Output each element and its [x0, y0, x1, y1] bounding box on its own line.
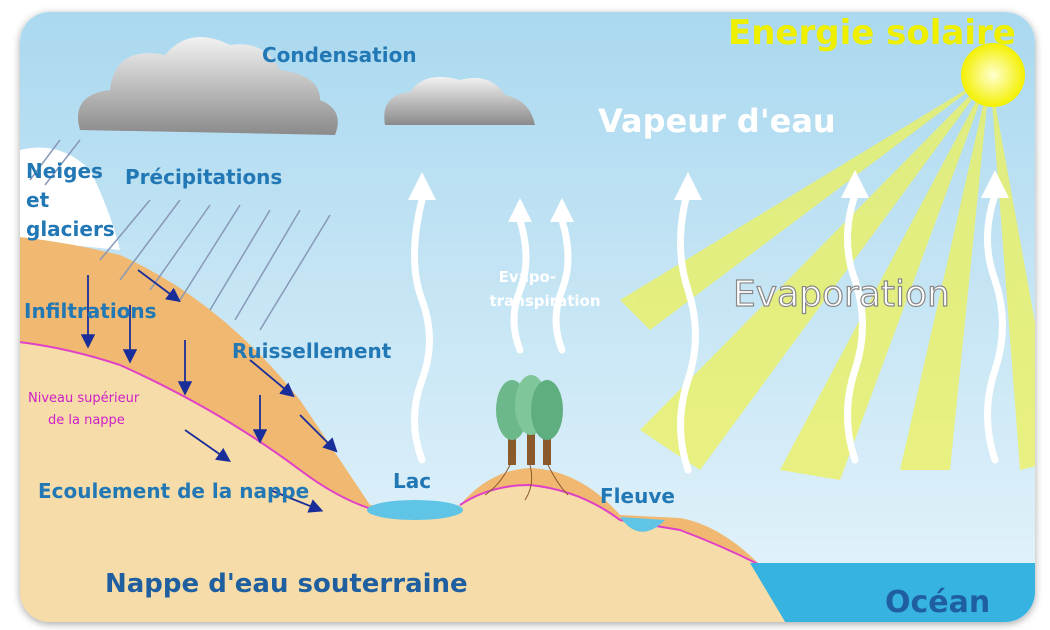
label-groundwater-flow: Ecoulement de la nappe [38, 479, 309, 503]
snow [20, 147, 120, 250]
sun [961, 43, 1025, 107]
label-runoff: Ruissellement [232, 339, 392, 363]
label-snow: Neiges et glaciers [26, 159, 115, 241]
label-vapour: Vapeur d'eau [598, 102, 836, 140]
label-evaporation: Evaporation [733, 274, 950, 315]
label-line: Evapo- [499, 268, 556, 286]
label-solar: Energie solaire [728, 13, 1016, 53]
cloud [78, 37, 338, 135]
lake [367, 500, 463, 520]
rain [29, 139, 331, 331]
subsoil [20, 340, 800, 622]
label-aquifer: Nappe d'eau souterraine [105, 569, 468, 599]
vapour-arrow-heads [408, 170, 1009, 222]
label-line: et [26, 188, 50, 212]
label-water-table: Niveau supérieur de la nappe [28, 391, 143, 428]
sun-rays [620, 75, 1035, 480]
label-line: glaciers [26, 217, 115, 241]
label-line: de la nappe [48, 413, 125, 428]
cloud [384, 76, 535, 125]
label-infiltration: Infiltrations [24, 299, 157, 323]
ocean [750, 563, 1035, 622]
label-line: transpiration [490, 292, 601, 310]
label-river: Fleuve [600, 484, 675, 508]
vapour-arrows [411, 186, 1006, 474]
trees [484, 375, 569, 501]
label-evapotranspiration: Evapo- transpiration [490, 268, 601, 310]
label-precipitation: Précipitations [125, 165, 282, 189]
label-lake: Lac [393, 469, 431, 493]
label-ocean: Océan [885, 585, 990, 620]
flow-arrows [80, 269, 338, 513]
river [620, 517, 665, 532]
water-table-line [20, 339, 761, 566]
label-condensation: Condensation [262, 43, 417, 67]
label-line: Neiges [26, 159, 103, 183]
label-line: Niveau supérieur [28, 391, 140, 406]
